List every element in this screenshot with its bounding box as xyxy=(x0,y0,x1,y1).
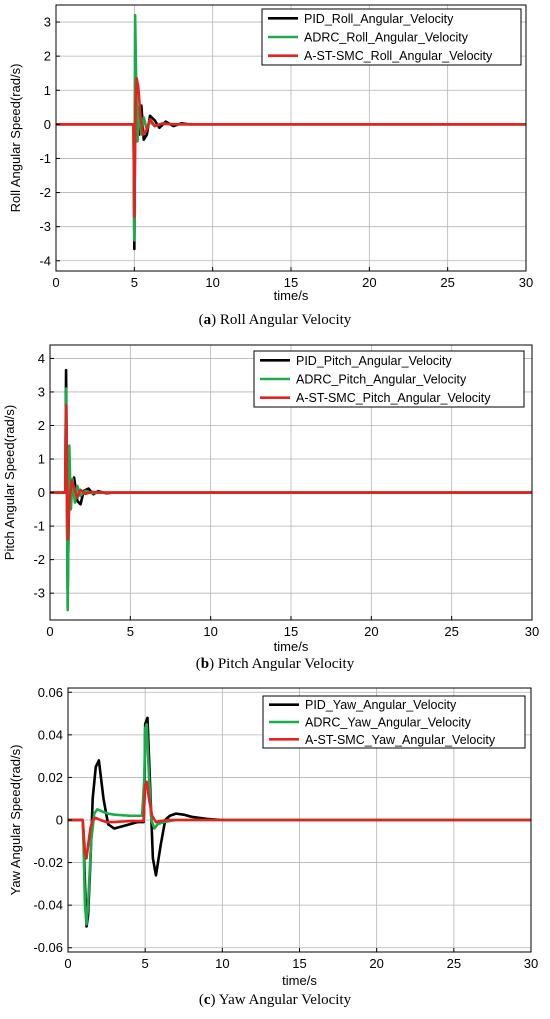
y-tick-label: 2 xyxy=(44,49,51,64)
legend-box xyxy=(261,8,522,66)
caption-text: Roll Angular Velocity xyxy=(216,312,352,328)
legend-entry-2: ADRC_Roll_Angular_Velocity xyxy=(304,31,469,45)
legend-entry-1: PID_Pitch_Angular_Velocity xyxy=(296,354,452,368)
x-tick-label: 10 xyxy=(205,275,219,290)
caption-pitch: (b) Pitch Angular Velocity xyxy=(195,656,355,672)
x-tick-label: 25 xyxy=(440,275,454,290)
legend-entry-1: PID_Roll_Angular_Velocity xyxy=(304,12,454,26)
y-tick-label: -3 xyxy=(33,586,45,601)
caption-text: Yaw Angular Velocity xyxy=(215,992,352,1008)
legend-entry-3: A-ST-SMC_Yaw_Angular_Velocity xyxy=(305,733,496,747)
x-tick-label: 15 xyxy=(284,275,298,290)
series-line-3 xyxy=(68,780,531,860)
x-tick-label: 25 xyxy=(444,624,458,639)
caption-yaw: (c) Yaw Angular Velocity xyxy=(198,992,352,1008)
x-tick-label: 30 xyxy=(519,275,533,290)
y-tick-label: -2 xyxy=(33,552,45,567)
x-tick-label: 15 xyxy=(284,624,298,639)
x-tick-label: 0 xyxy=(64,956,71,971)
y-tick-label: 0.02 xyxy=(38,770,63,785)
y-tick-label: 0 xyxy=(38,485,45,500)
caption-letter: c xyxy=(203,992,211,1008)
legend-entry-1: PID_Yaw_Angular_Velocity xyxy=(305,698,457,712)
x-tick-label: 10 xyxy=(215,956,229,971)
y-tick-label: -0.06 xyxy=(33,940,63,955)
y-tick-label: -2 xyxy=(39,185,51,200)
x-tick-label: 5 xyxy=(131,275,138,290)
y-tick-label: 0 xyxy=(56,813,63,828)
x-tick-label: 30 xyxy=(525,624,539,639)
y-tick-label: 0.06 xyxy=(38,685,63,700)
legend-entry-2: ADRC_Yaw_Angular_Velocity xyxy=(305,716,472,730)
y-tick-label: 4 xyxy=(38,351,45,366)
y-tick-label: -1 xyxy=(39,151,51,166)
chart-yaw: 0 5 10 15 20 25 30 -0.06 -0.04 -0.02 0 0.02 0.04 0.06… xyxy=(8,685,538,988)
y-tick-label: 0.04 xyxy=(38,727,63,742)
series-line-2 xyxy=(68,722,531,926)
x-tick-label: 5 xyxy=(127,624,134,639)
x-tick-label: 15 xyxy=(292,956,306,971)
chart-panel-pitch: 0 5 10 15 20 25 30 -3 -2 -1 0 1 2 3 4 time/s Pitch Angul… xyxy=(0,340,550,680)
series-line-3 xyxy=(56,77,526,218)
series-line-3 xyxy=(50,404,532,541)
y-axis-label: Yaw Angular Speed(rad/s) xyxy=(8,745,23,896)
legend-entry-3: A-ST-SMC_Pitch_Angular_Velocity xyxy=(296,391,491,405)
x-axis-label: time/s xyxy=(282,973,317,988)
x-tick-label: 0 xyxy=(46,624,53,639)
y-axis-label: Roll Angular Speed(rad/s) xyxy=(8,64,23,213)
x-tick-label: 0 xyxy=(52,275,59,290)
caption-text: Pitch Angular Velocity xyxy=(214,656,355,672)
y-axis-label: Pitch Angular Speed(rad/s) xyxy=(2,405,17,560)
x-axis-label: time/s xyxy=(274,639,309,654)
y-tick-label: -1 xyxy=(33,519,45,534)
legend-entry-2: ADRC_Pitch_Angular_Velocity xyxy=(296,373,467,387)
y-tick-label: 1 xyxy=(38,452,45,467)
chart-roll: 0 5 10 15 20 25 30 -4 -3 -2 -1 0 1 2 3 time/s Roll Angul… xyxy=(8,4,533,303)
y-tick-label: -4 xyxy=(39,253,51,268)
x-tick-label: 5 xyxy=(142,956,149,971)
caption-roll: (a) Roll Angular Velocity xyxy=(198,312,352,328)
chart-pitch: 0 5 10 15 20 25 30 -3 -2 -1 0 1 2 3 4 time/s Pitch Angul… xyxy=(2,344,539,654)
y-tick-label: 3 xyxy=(44,15,51,30)
legend: PID_Yaw_Angular_Velocity ADRC_Yaw_Angular… xyxy=(262,695,526,749)
y-tick-label: 3 xyxy=(38,384,45,399)
x-tick-label: 20 xyxy=(369,956,383,971)
x-tick-label: 25 xyxy=(447,956,461,971)
caption-letter: b xyxy=(200,656,210,672)
x-tick-label: 10 xyxy=(203,624,217,639)
y-tick-label: -0.04 xyxy=(33,898,63,913)
legend-box xyxy=(262,695,526,749)
y-tick-label: -0.02 xyxy=(33,855,63,870)
x-tick-label: 30 xyxy=(524,956,538,971)
legend: PID_Roll_Angular_Velocity ADRC_Roll_Angul… xyxy=(261,8,522,66)
legend-box xyxy=(253,350,525,408)
legend: PID_Pitch_Angular_Velocity ADRC_Pitch_Ang… xyxy=(253,350,525,408)
legend-entry-3: A-ST-SMC_Roll_Angular_Velocity xyxy=(304,49,493,63)
chart-panel-yaw: 0 5 10 15 20 25 30 -0.06 -0.04 -0.02 0 0.02 0.04 0.06… xyxy=(0,680,550,1019)
x-tick-label: 20 xyxy=(362,275,376,290)
y-tick-label: 2 xyxy=(38,418,45,433)
caption-letter: a xyxy=(203,312,212,328)
x-axis-label: time/s xyxy=(274,288,309,303)
y-tick-label: -3 xyxy=(39,219,51,234)
chart-panel-roll: 0 5 10 15 20 25 30 -4 -3 -2 -1 0 1 2 3 time/s Roll Angul… xyxy=(0,0,550,340)
x-tick-label: 20 xyxy=(364,624,378,639)
y-tick-label: 0 xyxy=(44,117,51,132)
y-tick-label: 1 xyxy=(44,83,51,98)
